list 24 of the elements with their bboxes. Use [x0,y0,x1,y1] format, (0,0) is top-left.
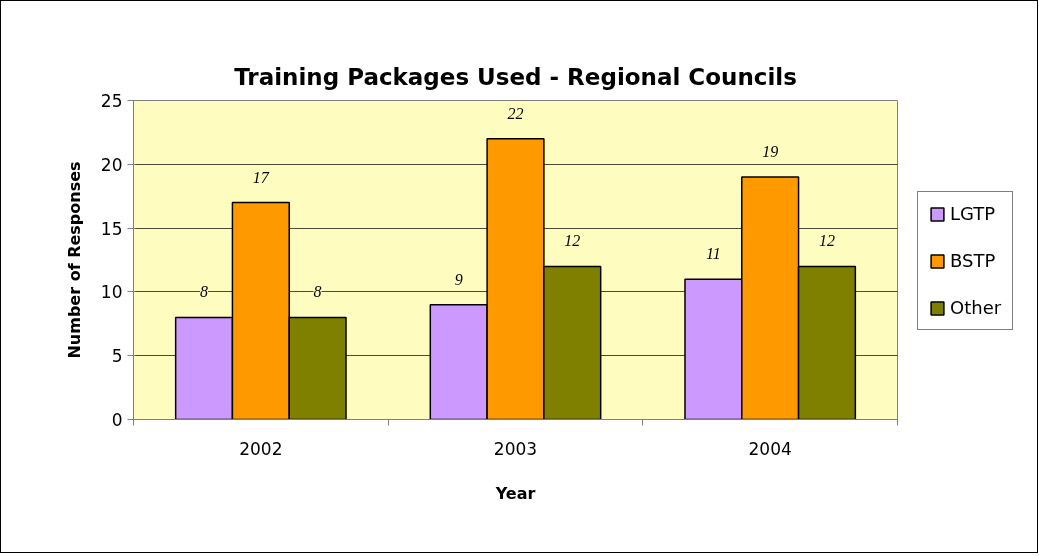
legend-label: BSTP [950,250,996,271]
data-label: 11 [705,245,721,263]
y-tick-label: 10 [100,282,123,303]
data-label: 12 [564,232,581,250]
x-tick-label: 2004 [748,438,792,459]
data-label: 9 [454,270,463,288]
y-tick-label: 0 [111,410,123,430]
y-tick-label: 25 [100,91,123,111]
data-label: 17 [252,168,270,186]
y-axis-title: Number of Responses [64,161,84,359]
x-tick-label: 2002 [239,438,283,459]
y-tick-label: 15 [100,218,123,239]
x-axis-title: Year [494,483,536,503]
y-tick-label: 20 [100,154,123,175]
chart-title: Training Packages Used - Regional Councils [234,63,797,90]
x-tick-label: 2003 [493,438,538,459]
data-label: 19 [762,143,779,161]
data-label: 22 [507,104,524,122]
y-tick-label: 5 [111,346,123,367]
data-label: 12 [818,232,835,250]
legend-label: LGTP [950,203,996,224]
data-label: 8 [200,283,209,301]
data-label: 8 [313,283,322,301]
legend-label: Other [950,297,1002,318]
